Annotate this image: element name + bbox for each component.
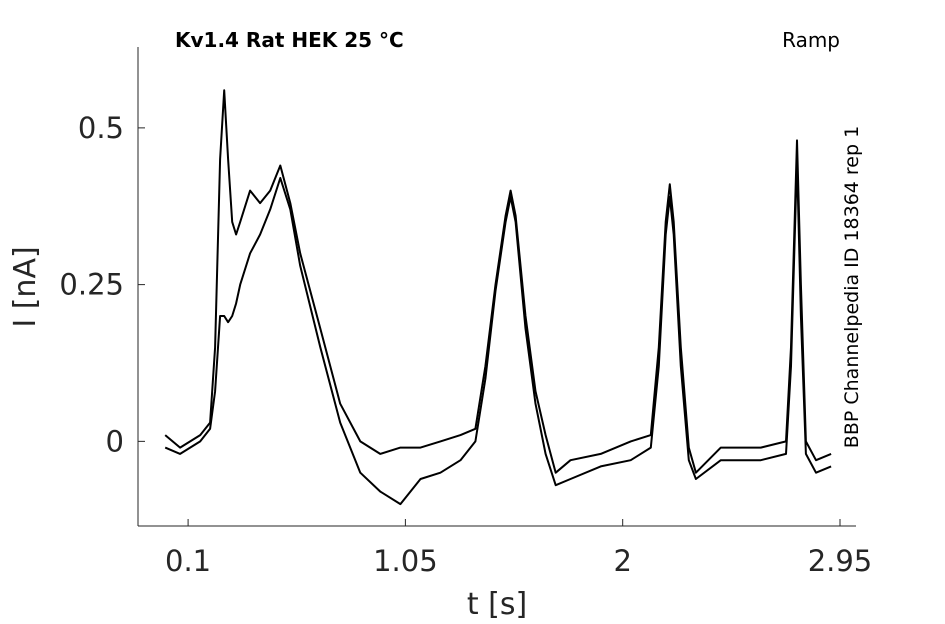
trace	[164, 158, 832, 506]
chart-subtitle: Ramp	[782, 28, 840, 52]
x-tick-label: 1.05	[373, 544, 438, 578]
trace	[164, 89, 832, 474]
x-axis-label: t [s]	[467, 587, 527, 622]
x-tick-label: 0.1	[165, 544, 211, 578]
y-axis-label: I [nA]	[8, 246, 43, 327]
x-tick-label: 2	[613, 544, 631, 578]
y-tick-label: 0.25	[59, 268, 124, 302]
chart-title: Kv1.4 Rat HEK 25 °C	[175, 28, 404, 52]
annotation: BBP Channelpedia ID 18364 rep 1	[841, 126, 863, 448]
y-tick-label: 0.5	[78, 111, 124, 145]
y-tick-label: 0	[106, 424, 124, 458]
x-tick-label: 2.95	[808, 544, 873, 578]
